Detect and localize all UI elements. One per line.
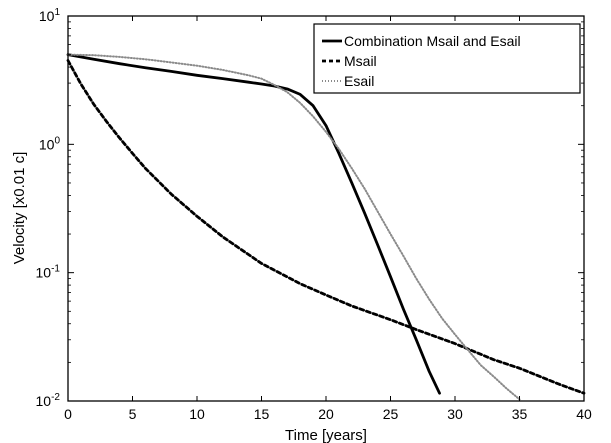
legend-label-combination: Combination Msail and Esail bbox=[344, 33, 521, 49]
tick-layer: 0 5 10 15 20 25 30 35 40 10-2 10-1 100 101 bbox=[36, 7, 592, 422]
x-axis-label: Time [years] bbox=[285, 427, 367, 443]
series-line-0 bbox=[66, 53, 441, 395]
series-line-2 bbox=[67, 53, 521, 401]
x-tick-label: 5 bbox=[129, 406, 137, 422]
x-tick-label: 30 bbox=[447, 406, 463, 422]
x-tick-label: 20 bbox=[318, 406, 334, 422]
x-tick-label: 10 bbox=[189, 406, 205, 422]
y-tick-label: 10-2 bbox=[36, 392, 61, 409]
plot-frame bbox=[67, 15, 585, 402]
x-tick-label: 35 bbox=[512, 406, 528, 422]
legend-label-esail: Esail bbox=[344, 73, 374, 89]
legend-box bbox=[313, 23, 581, 94]
series-layer bbox=[66, 53, 586, 401]
series-line-1 bbox=[66, 59, 586, 395]
legend: Combination Msail and Esail Msail Esail bbox=[313, 23, 581, 94]
y-tick-label: 101 bbox=[39, 7, 61, 24]
y-tick-label: 10-1 bbox=[36, 264, 61, 281]
x-tick-label: 40 bbox=[576, 406, 592, 422]
y-tick-label: 100 bbox=[39, 135, 61, 152]
x-tick-label: 15 bbox=[254, 406, 270, 422]
x-tick-label: 25 bbox=[383, 406, 399, 422]
legend-label-msail: Msail bbox=[344, 53, 377, 69]
x-tick-label: 0 bbox=[64, 406, 72, 422]
y-axis-label: Velocity [x0.01 c] bbox=[11, 152, 28, 265]
